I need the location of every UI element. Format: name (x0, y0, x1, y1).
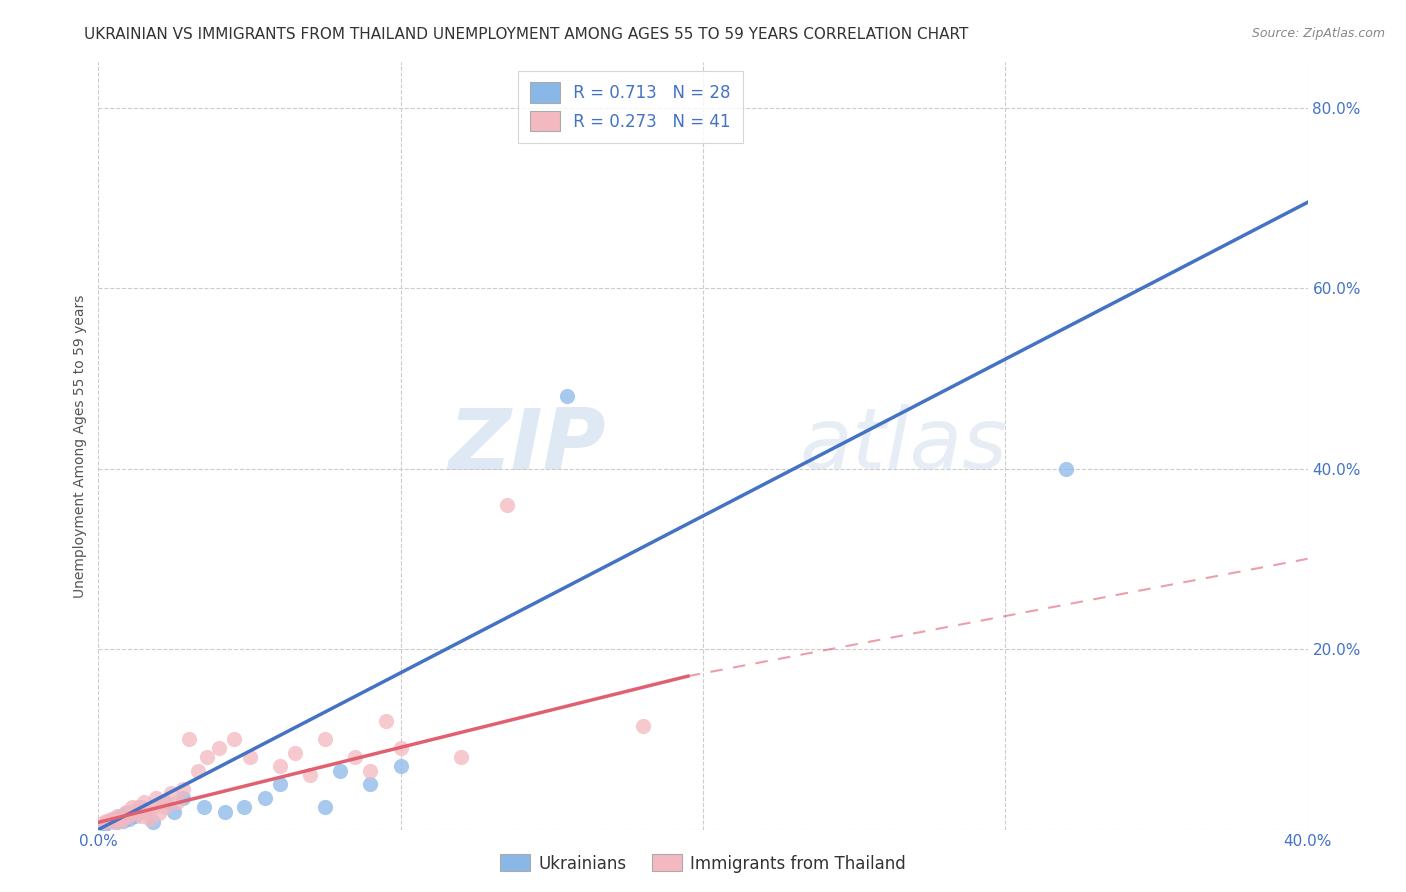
Point (374, 714, 396, 729)
Point (284, 746, 307, 760)
Point (360, 777, 382, 791)
Point (127, 800, 149, 814)
Point (389, 759, 412, 773)
Point (153, 796, 176, 810)
Point (114, 806, 136, 821)
Point (108, 809, 131, 823)
Point (631, 719, 654, 733)
Legend: Ukrainians, Immigrants from Thailand: Ukrainians, Immigrants from Thailand (494, 847, 912, 880)
Point (148, 806, 170, 821)
Point (108, 814, 131, 828)
Point (135, 805, 157, 819)
Point (555, 389, 578, 403)
Point (111, 814, 134, 828)
Point (187, 764, 209, 778)
Point (150, 796, 173, 810)
Point (179, 732, 201, 747)
Point (172, 791, 194, 805)
Point (139, 812, 162, 826)
Point (208, 741, 231, 756)
Point (142, 800, 165, 814)
Point (103, 815, 125, 830)
Point (389, 741, 412, 756)
Point (118, 812, 141, 826)
Point (314, 800, 336, 814)
Point (111, 812, 134, 826)
Point (166, 796, 188, 810)
Point (124, 809, 146, 823)
Point (224, 732, 246, 747)
Point (129, 800, 152, 814)
Point (100, 814, 122, 828)
Point (100, 812, 122, 826)
Point (193, 800, 215, 814)
Point (360, 764, 382, 778)
Point (495, 498, 517, 512)
Y-axis label: Unemployment Among Ages 55 to 59 years: Unemployment Among Ages 55 to 59 years (73, 294, 87, 598)
Point (195, 750, 218, 764)
Point (132, 796, 155, 810)
Point (96, 815, 118, 830)
Point (121, 800, 143, 814)
Point (239, 750, 262, 764)
Point (142, 815, 165, 830)
Point (96, 814, 118, 828)
Point (172, 781, 194, 796)
Point (1054, 461, 1077, 475)
Point (329, 764, 352, 778)
Point (450, 750, 472, 764)
Point (163, 805, 186, 819)
Point (160, 787, 183, 801)
Text: atlas: atlas (800, 404, 1008, 488)
Point (118, 809, 141, 823)
Point (124, 806, 146, 821)
Point (105, 815, 128, 830)
Point (121, 805, 143, 819)
Text: UKRAINIAN VS IMMIGRANTS FROM THAILAND UNEMPLOYMENT AMONG AGES 55 TO 59 YEARS COR: UKRAINIAN VS IMMIGRANTS FROM THAILAND UN… (84, 27, 969, 42)
Point (103, 812, 125, 826)
Point (93, 818, 115, 832)
Text: ZIP: ZIP (449, 404, 606, 488)
Point (93, 815, 115, 830)
Point (129, 809, 152, 823)
Legend:  R = 0.713   N = 28,  R = 0.273   N = 41: R = 0.713 N = 28, R = 0.273 N = 41 (519, 70, 742, 143)
Point (253, 791, 276, 805)
Point (145, 791, 167, 805)
Point (114, 805, 136, 819)
Point (314, 732, 336, 747)
Point (299, 768, 322, 782)
Point (153, 800, 176, 814)
Point (344, 750, 367, 764)
Point (214, 805, 236, 819)
Point (232, 800, 254, 814)
Point (269, 759, 291, 773)
Point (269, 777, 291, 791)
Point (135, 805, 157, 819)
Text: Source: ZipAtlas.com: Source: ZipAtlas.com (1251, 27, 1385, 40)
Point (105, 809, 128, 823)
